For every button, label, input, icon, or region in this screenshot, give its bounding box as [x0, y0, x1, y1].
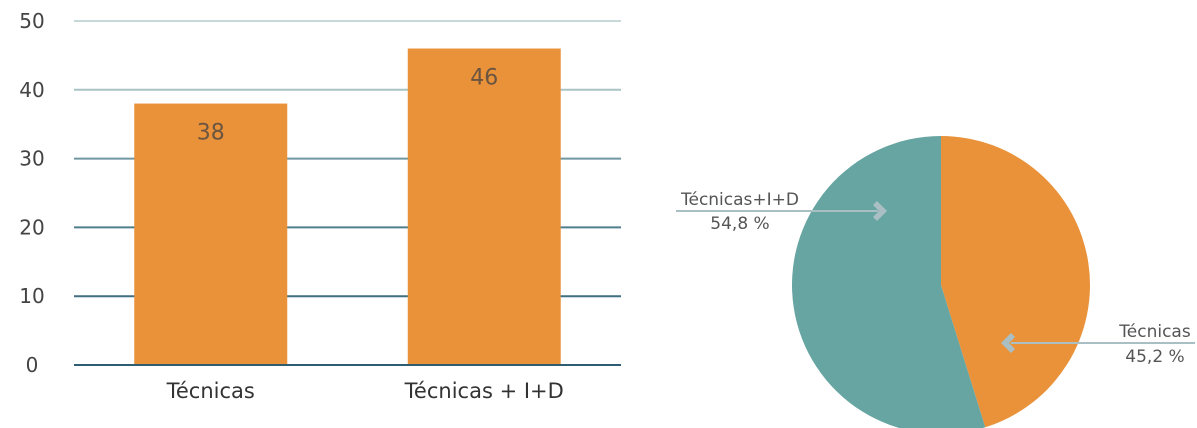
- y-tick-label: 0: [26, 353, 39, 377]
- pie-slices: [792, 136, 1090, 428]
- bar-chart: 0 10 20 30 40 50 38 46 Técnicas Técnicas + I+D: [19, 9, 621, 403]
- bar-data-label: 38: [197, 121, 225, 146]
- pie-label-tecnicas-id: Técnicas+I+D 54,8 %: [676, 190, 887, 234]
- bar-data-label: 46: [470, 66, 498, 91]
- pie-chart: Técnicas+I+D 54,8 % Técnicas 45,2 %: [676, 136, 1195, 428]
- pie-label-tecnicas: Técnicas 45,2 %: [1001, 322, 1195, 367]
- y-tick-label: 20: [19, 215, 44, 239]
- y-tick-label: 50: [19, 9, 44, 33]
- x-tick-label: Técnicas + I+D: [404, 379, 564, 403]
- bar-chart-y-axis: 0 10 20 30 40 50: [19, 9, 44, 377]
- y-tick-label: 30: [19, 147, 44, 171]
- pie-label-tecnicas-id-name: Técnicas+I+D: [680, 190, 799, 210]
- y-tick-label: 40: [19, 78, 44, 102]
- pie-label-tecnicas-name: Técnicas: [1118, 322, 1191, 342]
- y-tick-label: 10: [19, 284, 44, 308]
- bar-chart-x-axis: Técnicas Técnicas + I+D: [166, 379, 564, 403]
- pie-label-tecnicas-value: 45,2 %: [1125, 347, 1184, 367]
- pie-label-tecnicas-id-value: 54,8 %: [710, 214, 769, 234]
- bar: [407, 48, 561, 366]
- bar: [134, 103, 288, 365]
- pie-slice: [792, 136, 986, 428]
- pie-leader-arrow-tecnicas-id: [873, 201, 887, 221]
- bar-chart-bars: 38 46: [134, 48, 561, 366]
- pie-slice: [941, 136, 1090, 428]
- pie-leader-arrow-tecnicas: [1001, 333, 1015, 353]
- x-tick-label: Técnicas: [166, 379, 255, 403]
